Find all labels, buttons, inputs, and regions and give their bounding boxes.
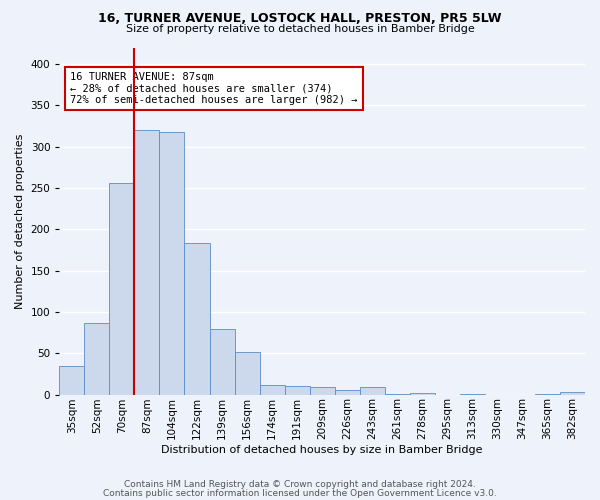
X-axis label: Distribution of detached houses by size in Bamber Bridge: Distribution of detached houses by size … — [161, 445, 483, 455]
Bar — [85, 322, 109, 394]
Bar — [560, 392, 585, 394]
Bar — [109, 183, 134, 394]
Bar — [284, 386, 310, 394]
Bar — [360, 387, 385, 394]
Bar — [59, 366, 85, 394]
Bar — [209, 330, 235, 394]
Text: 16, TURNER AVENUE, LOSTOCK HALL, PRESTON, PR5 5LW: 16, TURNER AVENUE, LOSTOCK HALL, PRESTON… — [98, 12, 502, 26]
Bar — [310, 387, 335, 394]
Text: Contains public sector information licensed under the Open Government Licence v3: Contains public sector information licen… — [103, 488, 497, 498]
Bar — [335, 390, 360, 394]
Bar — [184, 244, 209, 394]
Bar — [134, 130, 160, 394]
Y-axis label: Number of detached properties: Number of detached properties — [15, 134, 25, 308]
Bar — [160, 132, 184, 394]
Text: Size of property relative to detached houses in Bamber Bridge: Size of property relative to detached ho… — [125, 24, 475, 34]
Text: 16 TURNER AVENUE: 87sqm
← 28% of detached houses are smaller (374)
72% of semi-d: 16 TURNER AVENUE: 87sqm ← 28% of detache… — [70, 72, 358, 105]
Text: Contains HM Land Registry data © Crown copyright and database right 2024.: Contains HM Land Registry data © Crown c… — [124, 480, 476, 489]
Bar — [410, 393, 435, 394]
Bar — [260, 384, 284, 394]
Bar — [235, 352, 260, 395]
